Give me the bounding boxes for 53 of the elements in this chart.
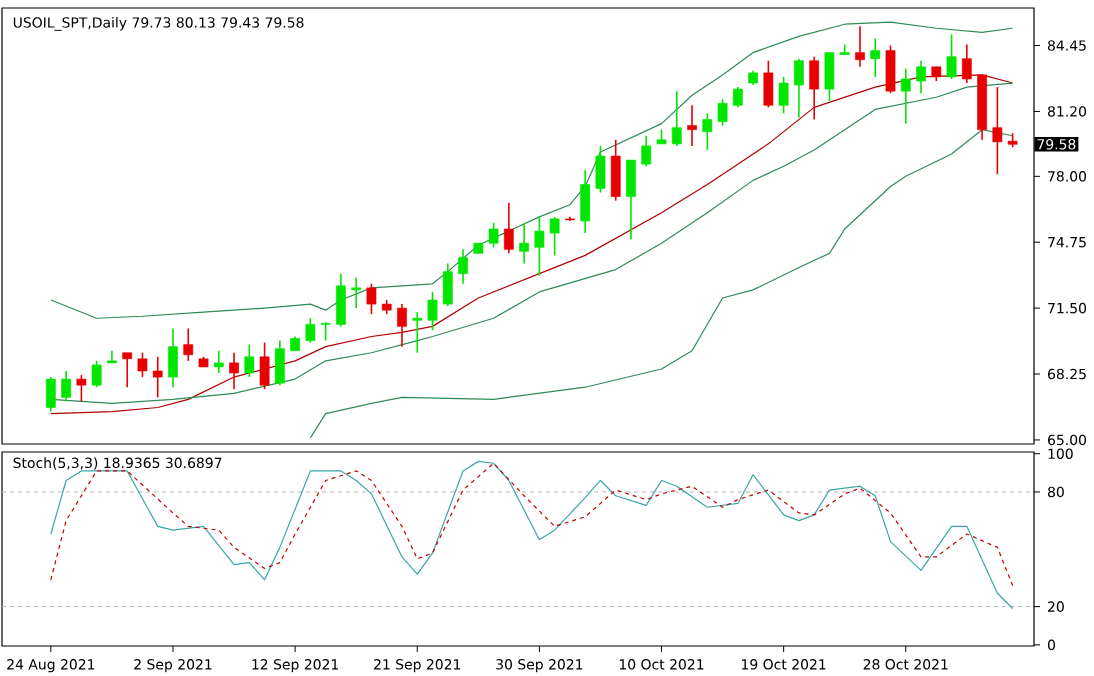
candlestick: [183, 327, 194, 362]
candlestick: [916, 59, 926, 94]
candlestick: [152, 356, 163, 399]
candlestick: [213, 349, 224, 374]
candlestick: [763, 59, 774, 109]
candlestick: [702, 112, 713, 151]
candlestick: [244, 343, 255, 378]
candlestick: [76, 374, 87, 403]
candlestick: [259, 341, 270, 391]
candlestick: [794, 57, 804, 119]
candlestick: [580, 169, 591, 234]
candlestick: [809, 55, 820, 121]
candlestick: [427, 291, 438, 332]
candlestick: [900, 68, 911, 125]
candlestick: [778, 76, 789, 115]
candlestick: [946, 33, 957, 80]
candlestick: [534, 216, 545, 277]
candlestick: [503, 201, 514, 255]
candlestick: [717, 98, 728, 127]
candlestick: [549, 216, 560, 257]
candlestick: [397, 303, 407, 348]
candlestick: [961, 43, 972, 84]
candlestick: [351, 276, 362, 309]
candlestick: [122, 351, 133, 389]
candlestick: [732, 86, 743, 109]
candlestick: [610, 139, 621, 202]
candlestick: [61, 370, 71, 403]
candlestick: [824, 51, 835, 103]
candlestick: [458, 248, 468, 285]
candlestick: [45, 376, 56, 413]
candlestick: [595, 145, 606, 194]
candlestick: [626, 159, 636, 240]
candlestick: [488, 222, 499, 249]
candlestick: [107, 349, 117, 364]
candlestick: [336, 272, 346, 328]
candlestick: [320, 321, 331, 342]
candlestick: [366, 282, 377, 316]
candlestick: [274, 339, 285, 386]
candlestick: [855, 25, 865, 68]
candlestick: [91, 360, 102, 389]
candlestick: [992, 86, 1003, 176]
candlestick: [687, 104, 697, 147]
candlestick: [229, 351, 239, 391]
candlestick: [671, 90, 682, 147]
candlestick: [870, 37, 881, 78]
candlestick: [412, 311, 423, 354]
candlestick: [885, 44, 896, 94]
candlestick: [137, 351, 148, 378]
candlestick: [442, 262, 453, 307]
candlestick: [168, 327, 178, 389]
candlestick: [641, 134, 652, 167]
candlestick: [305, 317, 316, 344]
candlestick: [519, 222, 529, 265]
